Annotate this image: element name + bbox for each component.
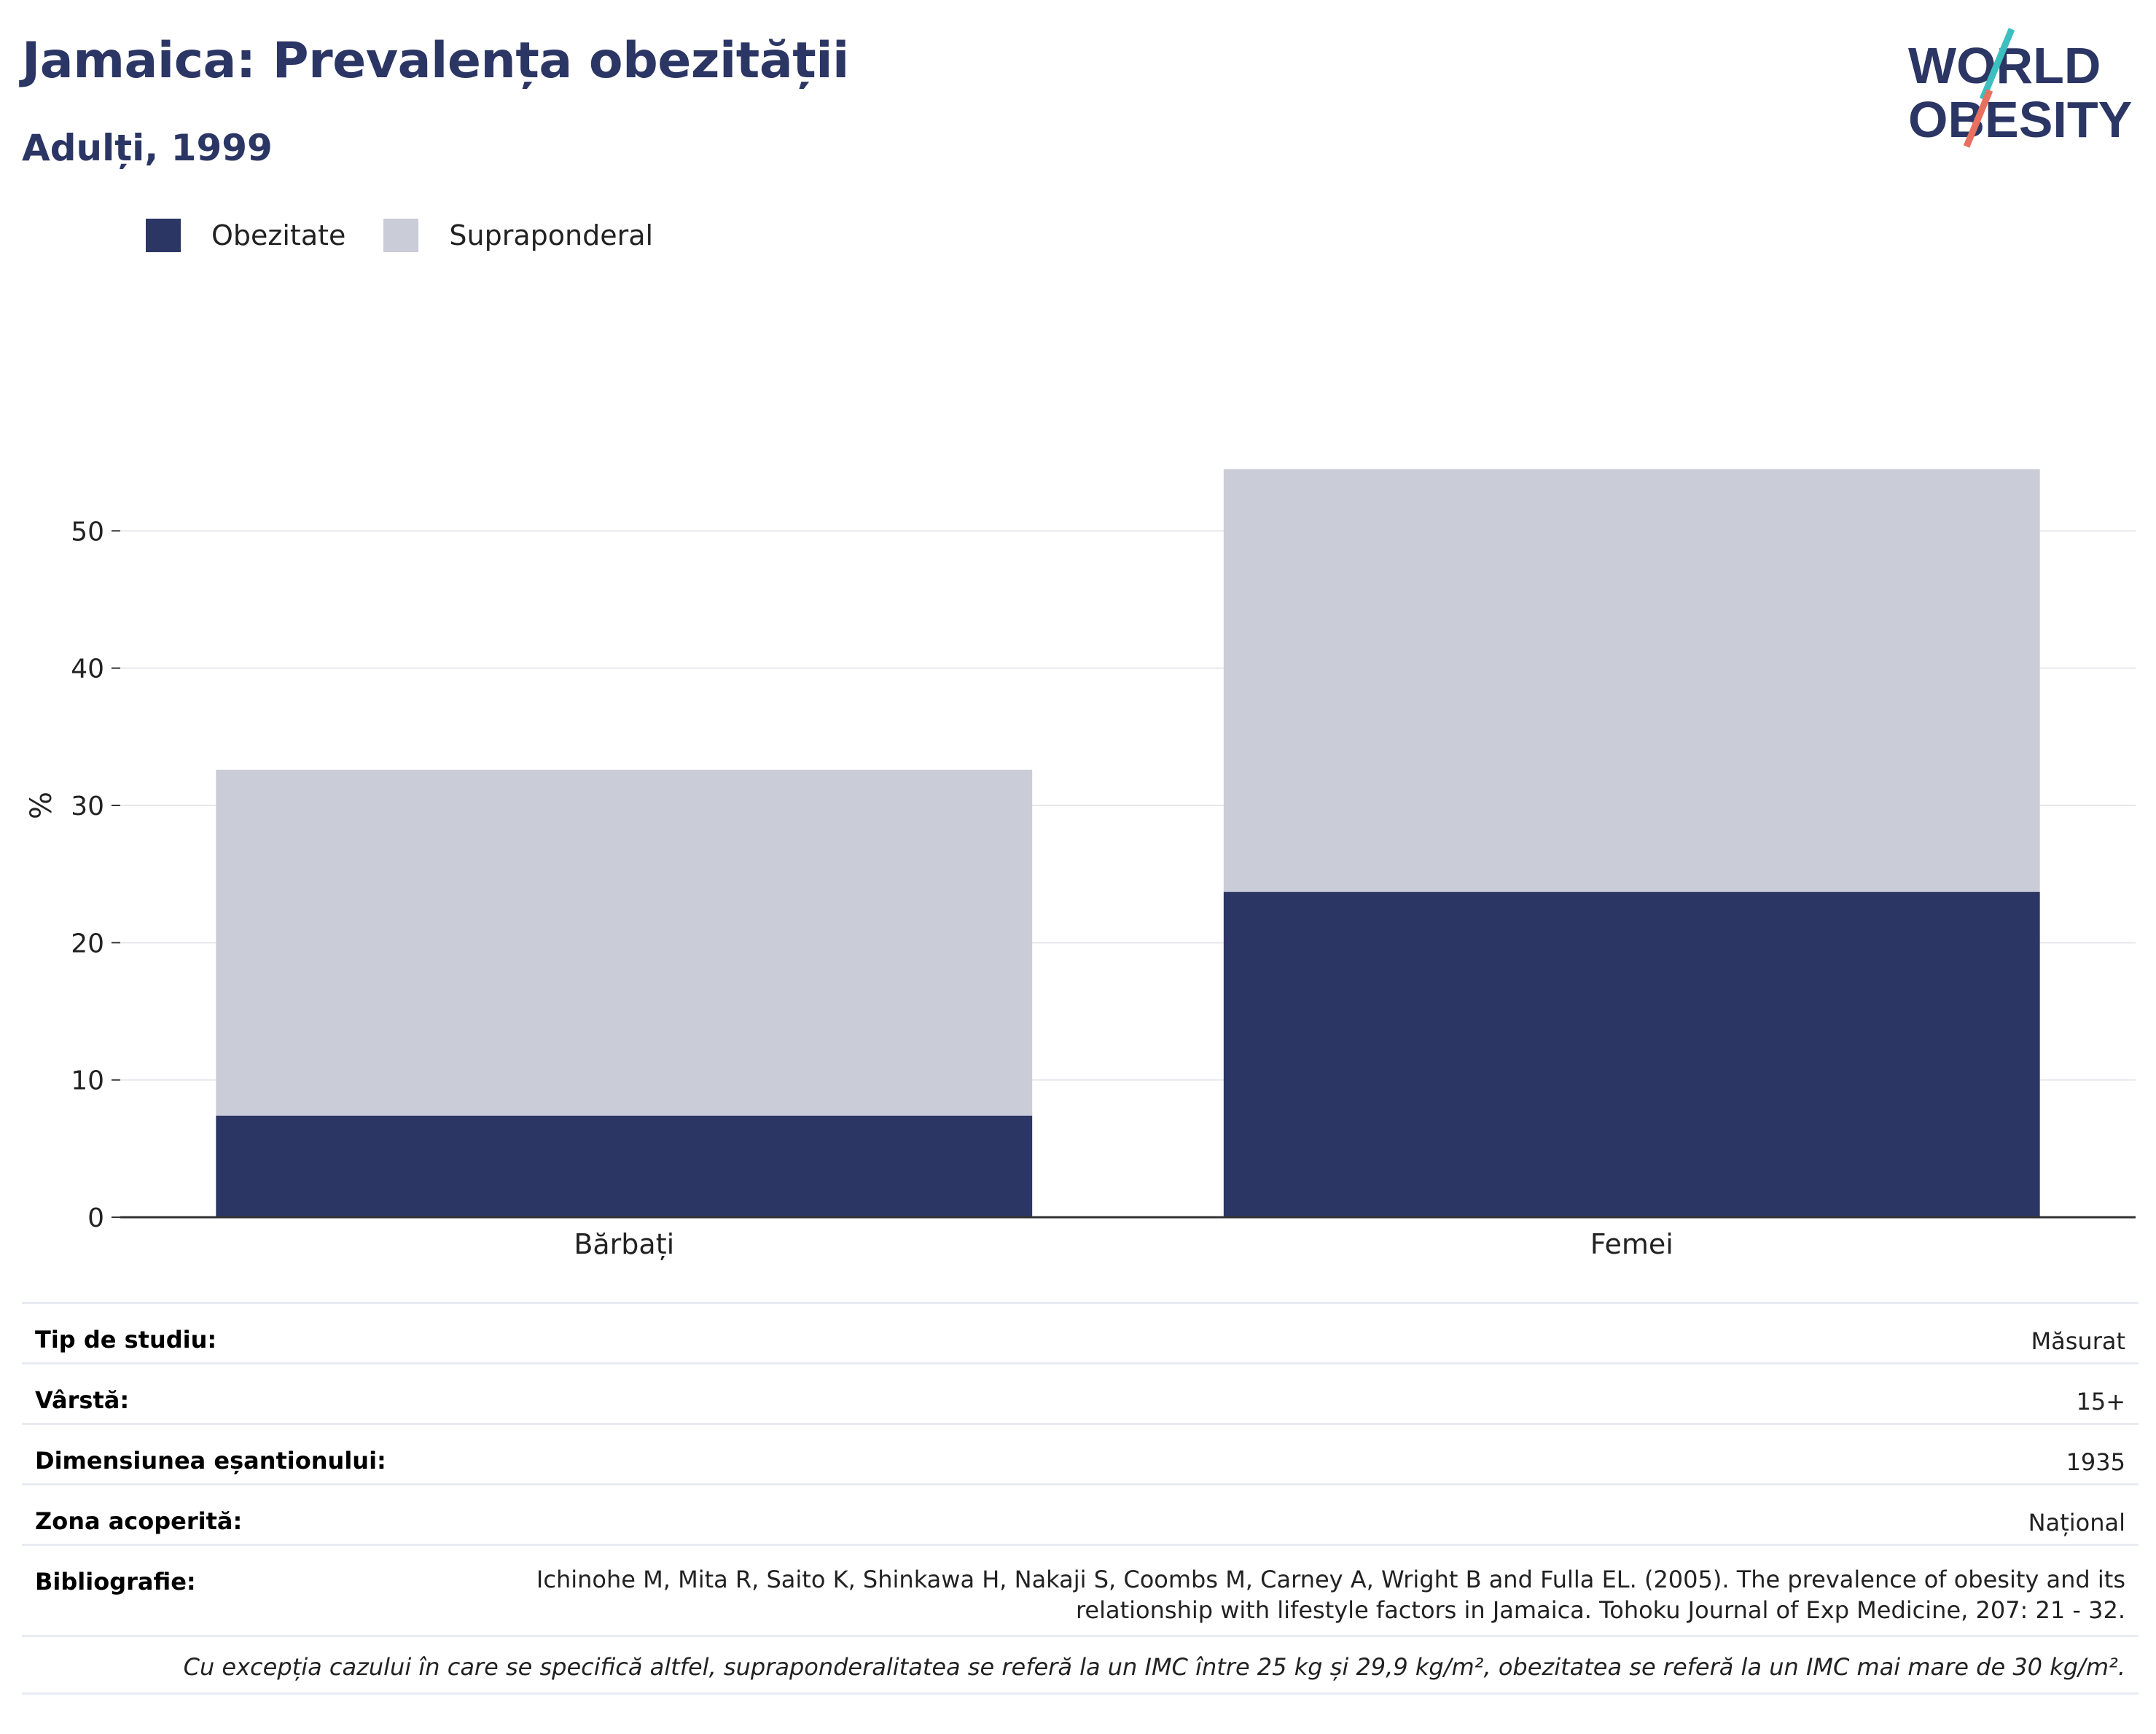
bar-supraponderal-0 [216,770,1033,1116]
definition-note: Cu excepția cazului în care se specifică… [22,1635,2139,1695]
info-key: Bibliografie: [35,1568,196,1596]
legend-swatch-obezitate [146,219,181,252]
y-tick-label: 20 [71,929,104,958]
info-key: Dimensiunea eșantionului: [35,1447,386,1475]
legend-item-obezitate[interactable]: Obezitate [146,219,345,252]
legend-label-obezitate: Obezitate [211,219,346,251]
info-row-sample-size: Dimensiunea eșantionului: 1935 [22,1423,2139,1483]
y-tick-label: 50 [71,517,104,547]
study-info-table: Tip de studiu: Măsurat Vârstă: 15+ Dimen… [22,1302,2139,1695]
y-tick-label: 30 [71,792,104,821]
y-tick-label: 40 [71,655,104,684]
x-tick-label: Femei [1590,1228,1673,1260]
y-tick-label: 10 [71,1066,104,1096]
chart-legend: Obezitate Supraponderal [146,219,691,252]
info-key: Vârstă: [35,1386,130,1414]
legend-item-supraponderal[interactable]: Supraponderal [383,219,653,252]
x-tick-label: Bărbați [574,1228,674,1260]
info-value: 1935 [2066,1448,2125,1476]
info-value: Măsurat [2031,1327,2125,1355]
info-row-bibliography: Bibliografie: Ichinohe M, Mita R, Saito … [22,1544,2139,1635]
info-row-study-type: Tip de studiu: Măsurat [22,1302,2139,1362]
info-row-coverage: Zona acoperită: Național [22,1483,2139,1544]
page-subtitle: Adulți, 1999 [22,127,273,169]
bar-obezitate-1 [1223,891,2040,1217]
stacked-bar-chart: 0 10 20 30 40 50 Bărbați Femei% [25,469,2136,1260]
bar-supraponderal-1 [1223,469,2040,892]
info-key: Zona acoperită: [35,1507,243,1535]
info-value: 15+ [2076,1388,2125,1415]
legend-swatch-supraponderal [383,219,419,252]
info-value: Național [2028,1509,2125,1536]
info-key: Tip de studiu: [35,1326,217,1354]
y-axis-label: % [25,792,58,819]
logo-slash-teal [1979,28,2015,101]
info-value: Ichinohe M, Mita R, Saito K, Shinkawa H,… [536,1566,2125,1624]
logo-text-obesity: OBESITY [1908,91,2132,148]
page-title: Jamaica: Prevalența obezității [22,32,849,90]
logo-slash-coral [1963,89,1993,148]
bar-obezitate-0 [216,1115,1033,1217]
y-tick-label: 0 [87,1203,104,1233]
world-obesity-logo: WORLD OBESITY [1908,28,2132,148]
info-row-age: Vârstă: 15+ [22,1362,2139,1423]
legend-label-supraponderal: Supraponderal [449,219,654,251]
